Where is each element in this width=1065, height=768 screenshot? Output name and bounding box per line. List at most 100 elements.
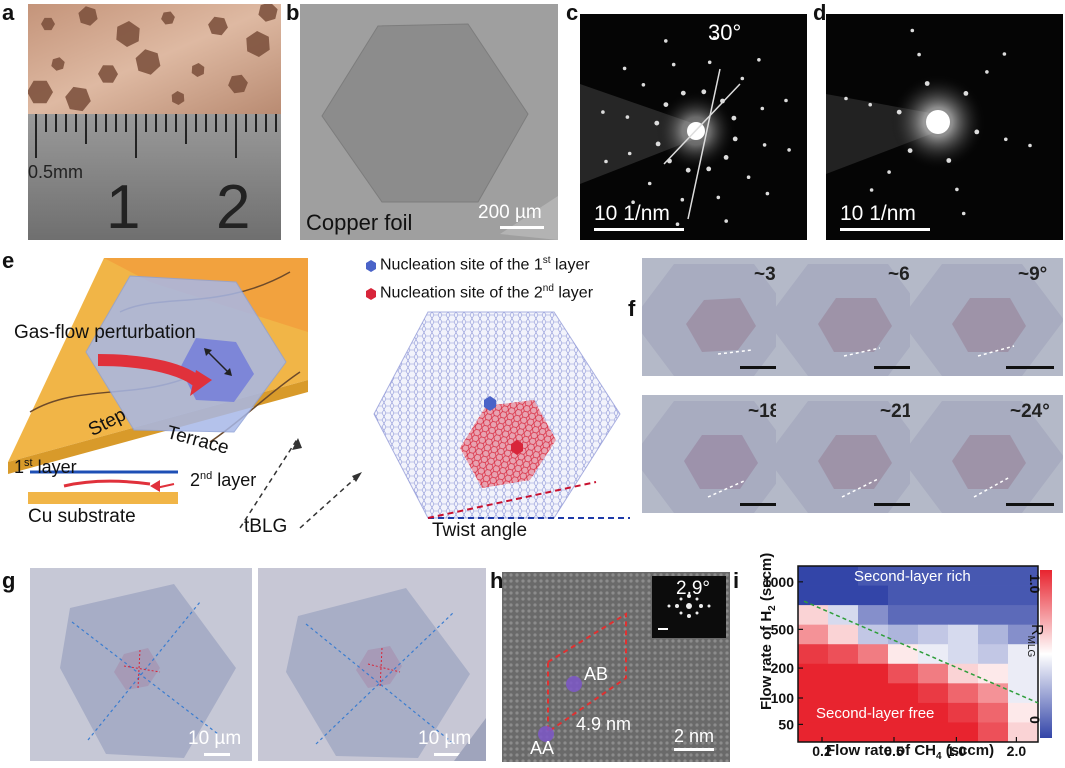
- angle-label: ~6°: [888, 264, 918, 285]
- diffraction-spot: [712, 36, 717, 40]
- fft-spot: [686, 603, 692, 609]
- heatmap-cell: [828, 683, 859, 704]
- diffraction-spot: [869, 188, 874, 192]
- angle-label: ~9°: [1018, 264, 1048, 285]
- x-axis-title: Flow rate of CH4 (sccm): [826, 742, 995, 762]
- diffraction-spot: [740, 76, 745, 81]
- moire-period-label: 4.9 nm: [576, 714, 632, 734]
- heatmap-cell: [978, 644, 1009, 665]
- graphene-flake: [246, 31, 270, 57]
- fft-spot: [675, 604, 679, 608]
- colorbar-min-label: 0: [1027, 716, 1043, 724]
- y-tick-label: 50: [778, 716, 794, 732]
- panel-label-f: f: [628, 296, 636, 321]
- diffraction-spot: [787, 148, 791, 152]
- heatmap-cell: [948, 624, 979, 645]
- diffraction-spot: [955, 187, 959, 192]
- hexagon-flake-graphic: [321, 23, 558, 240]
- heatmap-cell: [828, 624, 859, 645]
- diffraction-spot: [760, 106, 765, 111]
- diffraction-spot: [1028, 143, 1032, 148]
- tblg-label: tBLG: [244, 516, 288, 537]
- heatmap-cell: [858, 702, 889, 723]
- scale-label-h: 2 nm: [674, 726, 715, 746]
- y-axis-title: Flow rate of H2 (sccm): [758, 552, 778, 710]
- diffraction-spot: [654, 120, 660, 126]
- graphene-flake: [171, 91, 185, 105]
- heatmap-cell: [888, 663, 919, 684]
- diffraction-spot: [757, 58, 761, 62]
- diffraction-spot: [974, 129, 980, 135]
- diffraction-spot: [631, 200, 635, 204]
- heatmap-cell: [978, 624, 1009, 645]
- heatmap-cell: [978, 702, 1009, 723]
- diffraction-spot: [706, 166, 712, 172]
- heatmap-cell: [918, 585, 949, 606]
- angle-label: ~24°: [1010, 401, 1050, 422]
- graphene-flake: [208, 16, 228, 36]
- panel-f-optical-grid: ~3° ~6° ~9° ~18° ~21° ~24°: [642, 258, 1063, 560]
- heatmap-cell: [1008, 566, 1039, 586]
- diffraction-spot: [680, 90, 686, 96]
- angle-label-c: 30°: [708, 20, 742, 45]
- heatmap-cell: [858, 605, 889, 626]
- heatmap-cell: [888, 702, 919, 723]
- heatmap-cell: [978, 605, 1009, 626]
- graphene-flake: [98, 65, 118, 83]
- heatmap-cell: [888, 644, 919, 665]
- heatmap-cell: [888, 585, 919, 606]
- graphene-flake: [135, 49, 161, 75]
- heatmap-cell: [1008, 683, 1039, 704]
- heatmap-cell: [828, 566, 859, 586]
- graphene-flake: [65, 86, 91, 112]
- plot-frame: [797, 565, 1039, 743]
- tile-6deg: ~6°: [776, 258, 936, 376]
- diffraction-spot: [664, 39, 668, 43]
- panel-label-g: g: [2, 568, 16, 593]
- diffraction-spot: [924, 81, 930, 86]
- fft-spot: [687, 614, 691, 618]
- heatmap-cell: [828, 702, 859, 723]
- heatmap-cell: [978, 663, 1009, 684]
- heatmap-cell: [858, 585, 889, 606]
- diffraction-spot: [784, 98, 788, 103]
- diffraction-spot: [731, 115, 737, 121]
- heatmap-cell: [798, 605, 829, 626]
- tile-9deg: ~9°: [910, 258, 1063, 376]
- diffraction-spot: [887, 170, 891, 174]
- graphene-flake: [161, 11, 175, 25]
- colorbar-title: RMLG: [1024, 624, 1045, 658]
- heatmap-cell: [798, 566, 829, 586]
- panel-label-h: h: [490, 568, 504, 593]
- moire-angle-label: 2.9°: [676, 578, 711, 599]
- scale-label-g-right: 10 µm: [418, 728, 472, 749]
- diffraction-spot: [917, 52, 921, 57]
- diffraction-spot: [907, 148, 913, 154]
- heatmap-cell: [918, 702, 949, 723]
- heatmap-cell: [978, 683, 1009, 704]
- diffraction-spot: [765, 191, 770, 196]
- panel-a-svg: [28, 4, 281, 240]
- diffraction-spot: [723, 155, 729, 160]
- boundary-line: [803, 600, 1039, 704]
- heatmap-cell: [918, 605, 949, 626]
- panel-b-sem-image: Copper foil 200 µm: [300, 4, 558, 240]
- graphene-flake: [191, 63, 205, 77]
- y-tick-label: 500: [771, 621, 795, 637]
- heatmap-cell: [948, 722, 979, 743]
- diffraction-spot: [868, 102, 872, 107]
- diffraction-spot: [946, 158, 952, 163]
- scale-bar-c: [594, 228, 684, 231]
- heatmap-cell: [948, 663, 979, 684]
- heatmap-cell: [828, 605, 859, 626]
- diffraction-spot: [604, 159, 608, 164]
- heatmap-cell: [858, 644, 889, 665]
- colorbar-max-label: 1.0: [1027, 574, 1043, 594]
- panel-label-b: b: [286, 0, 300, 25]
- diffraction-spot: [707, 60, 712, 65]
- diffraction-pattern-d: [826, 28, 1032, 216]
- fft-spot: [707, 604, 711, 608]
- diffraction-spot: [746, 175, 751, 179]
- diffraction-spot: [641, 83, 646, 87]
- heatmap-cell: [858, 722, 889, 743]
